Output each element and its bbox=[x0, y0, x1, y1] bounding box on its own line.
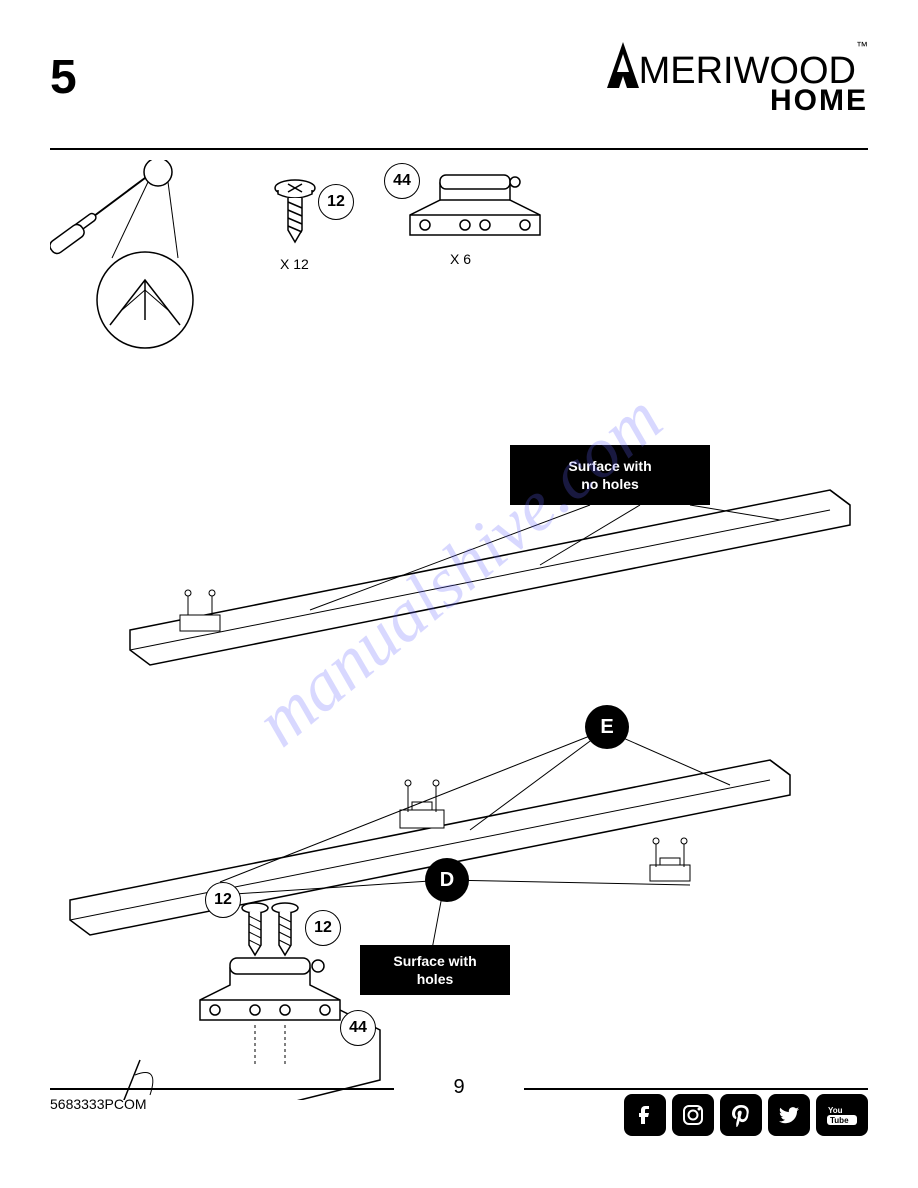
part-screw: 12 X 12 bbox=[260, 170, 350, 260]
label: E bbox=[600, 716, 613, 739]
detail-id-circle: 12 bbox=[205, 882, 241, 918]
svg-text:Tube: Tube bbox=[830, 1116, 849, 1125]
part-label-d: D bbox=[425, 858, 469, 902]
callout-no-holes: Surface with no holes bbox=[510, 445, 710, 505]
detail-id: 12 bbox=[214, 891, 232, 909]
callout-with-holes: Surface with holes bbox=[360, 945, 510, 995]
page-header: 5 MERIWOOD™ HOME bbox=[50, 40, 868, 150]
brand-logo: MERIWOOD™ HOME bbox=[603, 40, 868, 118]
footer-rule-right bbox=[524, 1088, 868, 1090]
assembly-diagram: Surface with no holes Surface with holes… bbox=[50, 380, 868, 1100]
footer-rule-left bbox=[50, 1088, 394, 1090]
part-label-e: E bbox=[585, 705, 629, 749]
facebook-icon bbox=[624, 1094, 666, 1136]
tool-screwdriver bbox=[50, 160, 220, 350]
youtube-icon: YouTube bbox=[816, 1094, 868, 1136]
label: D bbox=[440, 869, 454, 892]
pinterest-icon bbox=[720, 1094, 762, 1136]
page-footer: 9 5683333PCOM YouTube bbox=[50, 1088, 868, 1158]
callout-text: Surface with no holes bbox=[568, 457, 651, 493]
svg-text:You: You bbox=[828, 1106, 843, 1115]
detail-id: 44 bbox=[349, 1019, 367, 1037]
part-hinge: 44 X 6 bbox=[390, 165, 570, 265]
instagram-icon bbox=[672, 1094, 714, 1136]
part-id: 12 bbox=[327, 193, 345, 211]
part-qty: X 12 bbox=[280, 256, 309, 272]
trademark: ™ bbox=[856, 39, 868, 53]
part-qty: X 6 bbox=[450, 251, 471, 267]
twitter-icon bbox=[768, 1094, 810, 1136]
model-number: 5683333PCOM bbox=[50, 1096, 147, 1112]
step-number: 5 bbox=[50, 50, 77, 105]
social-icons-row: YouTube bbox=[624, 1094, 868, 1136]
brand-name: MERIWOOD™ bbox=[603, 40, 868, 90]
detail-id: 12 bbox=[314, 919, 332, 937]
callout-text: Surface with holes bbox=[393, 952, 476, 988]
page-container: manualshive.com 5 MERIWOOD™ HOME bbox=[0, 0, 918, 1188]
part-id-circle: 44 bbox=[384, 163, 420, 199]
detail-id-circle: 12 bbox=[305, 910, 341, 946]
part-id-circle: 12 bbox=[318, 184, 354, 220]
page-number: 9 bbox=[453, 1076, 464, 1099]
detail-id-circle: 44 bbox=[340, 1010, 376, 1046]
parts-section: 12 X 12 44 X 6 bbox=[50, 160, 868, 370]
part-id: 44 bbox=[393, 172, 411, 190]
